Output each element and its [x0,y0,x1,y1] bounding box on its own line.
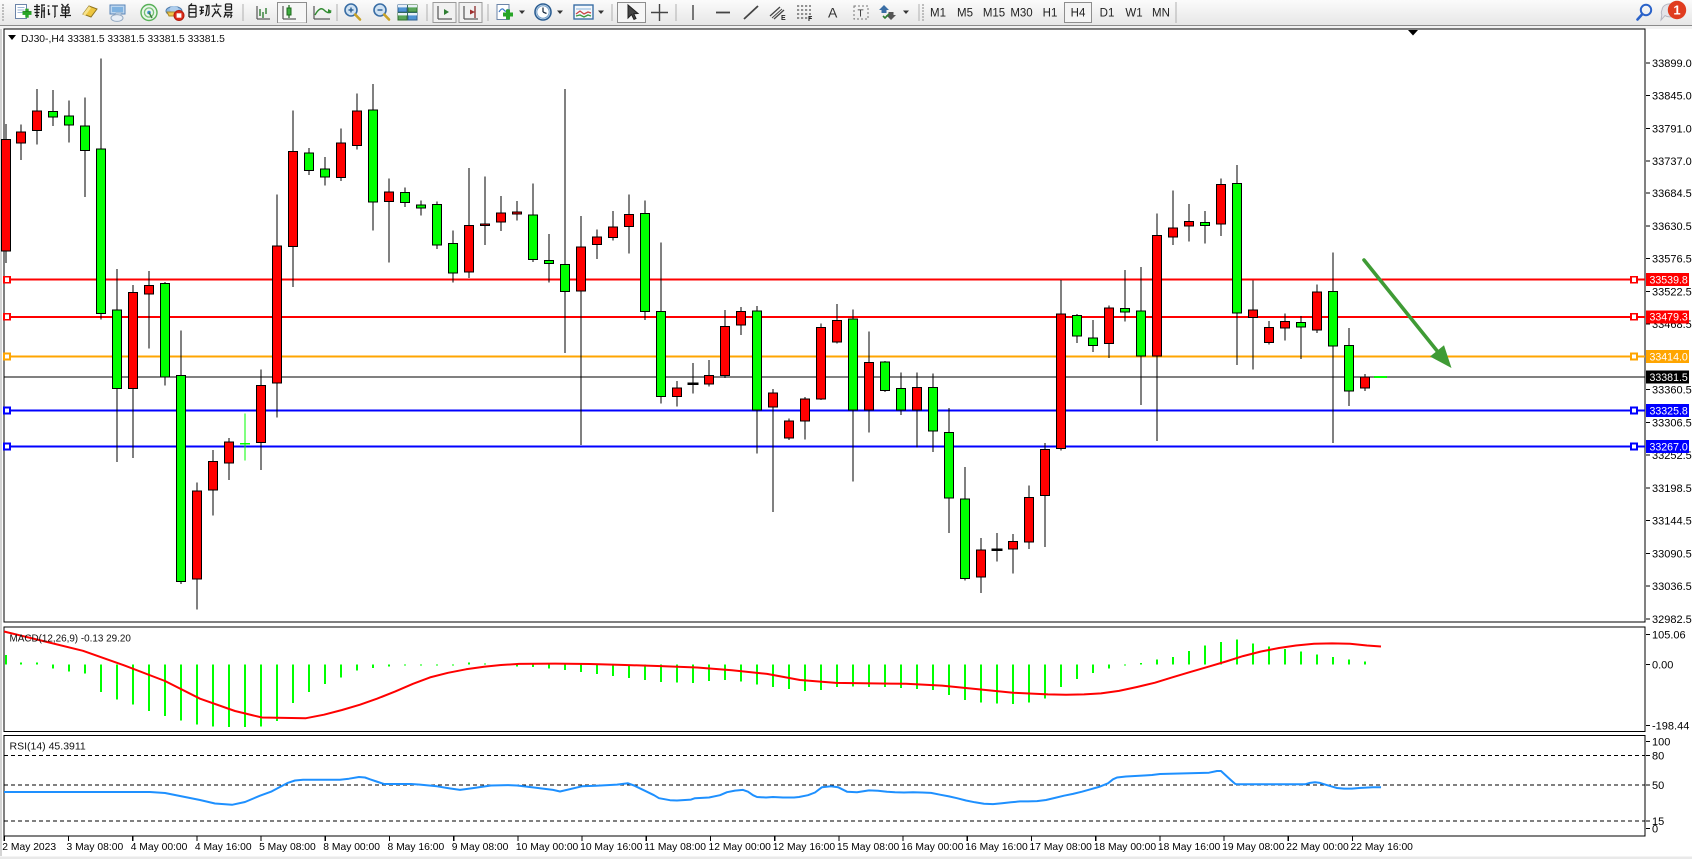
svg-text:MACD(12,26,9) -0.13 29.20: MACD(12,26,9) -0.13 29.20 [10,634,132,645]
svg-text:12 May 16:00: 12 May 16:00 [773,842,836,853]
svg-text:33737.0: 33737.0 [1652,156,1692,168]
svg-text:33360.5: 33360.5 [1652,385,1692,397]
svg-text:100: 100 [1652,736,1670,748]
svg-text:15 May 08:00: 15 May 08:00 [837,842,900,853]
svg-text:22 May 00:00: 22 May 00:00 [1286,842,1349,853]
svg-text:33576.5: 33576.5 [1652,254,1692,266]
svg-text:33036.5: 33036.5 [1652,581,1692,593]
svg-text:16 May 00:00: 16 May 00:00 [901,842,964,853]
svg-text:50: 50 [1652,780,1664,792]
svg-text:M1: M1 [930,8,946,20]
svg-text:12 May 00:00: 12 May 00:00 [709,842,772,853]
svg-text:-198.44: -198.44 [1652,721,1689,733]
svg-text:32982.5: 32982.5 [1652,614,1692,626]
svg-text:3 May 08:00: 3 May 08:00 [67,842,124,853]
svg-text:DJ30-,H4 33381.5 33381.5 3338: DJ30-,H4 33381.5 33381.5 33381.5 33381.5 [21,34,225,45]
svg-text:MN: MN [1152,8,1170,20]
svg-text:33306.5: 33306.5 [1652,417,1692,429]
svg-text:18 May 16:00: 18 May 16:00 [1158,842,1221,853]
svg-text:H4: H4 [1071,8,1086,20]
svg-text:8 May 00:00: 8 May 00:00 [323,842,380,853]
svg-text:33381.5: 33381.5 [1650,372,1688,384]
svg-text:F: F [808,16,813,23]
svg-text:33684.5: 33684.5 [1652,188,1692,200]
svg-text:10 May 16:00: 10 May 16:00 [580,842,643,853]
svg-text:A: A [828,5,838,21]
svg-text:33325.8: 33325.8 [1650,405,1688,417]
svg-text:11 May 08:00: 11 May 08:00 [644,842,706,853]
svg-text:105.06: 105.06 [1652,630,1686,642]
svg-text:33090.5: 33090.5 [1652,548,1692,560]
svg-text:4 May 16:00: 4 May 16:00 [195,842,252,853]
svg-text:33791.0: 33791.0 [1652,123,1692,135]
svg-text:33267.0: 33267.0 [1650,441,1688,453]
svg-text:33144.5: 33144.5 [1652,516,1692,528]
svg-text:18 May 00:00: 18 May 00:00 [1094,842,1157,853]
svg-text:33899.0: 33899.0 [1652,58,1692,70]
svg-text:T: T [858,9,864,20]
svg-text:D1: D1 [1100,8,1115,20]
svg-text:0: 0 [1652,824,1658,836]
svg-text:1: 1 [1673,3,1680,18]
svg-text:33479.3: 33479.3 [1650,312,1688,324]
svg-text:9 May 08:00: 9 May 08:00 [452,842,509,853]
svg-text:22 May 16:00: 22 May 16:00 [1351,842,1414,853]
svg-text:M5: M5 [957,8,973,20]
svg-text:33522.5: 33522.5 [1652,286,1692,298]
svg-text:4 May 00:00: 4 May 00:00 [131,842,188,853]
svg-text:2 May 2023: 2 May 2023 [2,842,56,853]
svg-text:8 May 16:00: 8 May 16:00 [388,842,445,853]
svg-text:33539.8: 33539.8 [1650,274,1688,286]
svg-text:19 May 08:00: 19 May 08:00 [1222,842,1285,853]
svg-text:10 May 00:00: 10 May 00:00 [516,842,579,853]
svg-text:0.00: 0.00 [1652,660,1673,672]
svg-text:M30: M30 [1010,8,1032,20]
svg-text:33630.5: 33630.5 [1652,221,1692,233]
svg-text:W1: W1 [1125,8,1142,20]
svg-text:H1: H1 [1043,8,1058,20]
svg-text:33252.5: 33252.5 [1652,450,1692,462]
svg-text:80: 80 [1652,750,1664,762]
svg-text:15: 15 [1652,816,1664,828]
svg-text:RSI(14) 45.3911: RSI(14) 45.3911 [10,741,86,753]
svg-text:M15: M15 [983,8,1005,20]
svg-text:17 May 08:00: 17 May 08:00 [1030,842,1093,853]
svg-text:33198.5: 33198.5 [1652,483,1692,495]
svg-text:16 May 16:00: 16 May 16:00 [965,842,1028,853]
svg-text:33845.0: 33845.0 [1652,91,1692,103]
svg-text:33414.0: 33414.0 [1650,351,1688,363]
svg-text:5 May 08:00: 5 May 08:00 [259,842,316,853]
svg-text:E: E [781,15,786,22]
